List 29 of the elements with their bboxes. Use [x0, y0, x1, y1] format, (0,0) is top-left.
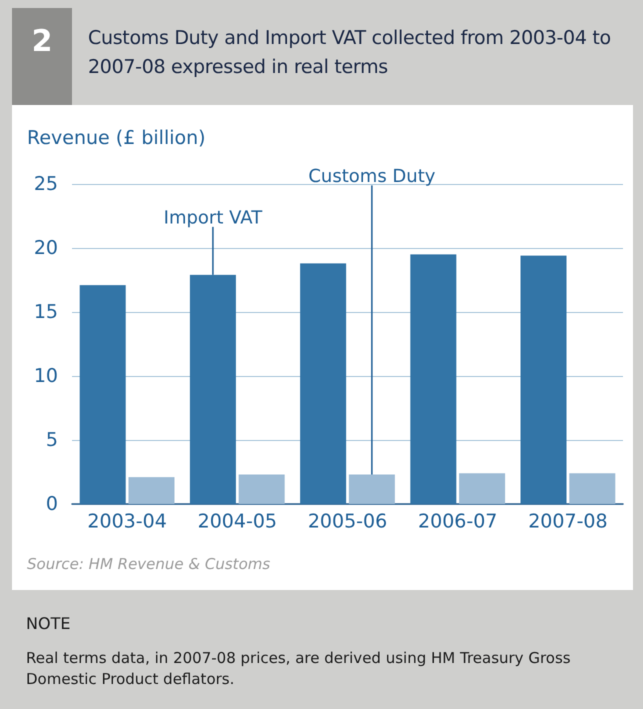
bar: [80, 285, 126, 504]
source-note: Source: HM Revenue & Customs: [27, 555, 270, 573]
text: Import VAT: [164, 207, 264, 228]
bar: [410, 254, 456, 504]
y-tick-label: 15: [34, 301, 58, 323]
bar: [459, 473, 506, 504]
x-tick-label: 2007-08: [528, 510, 608, 532]
y-tick-label: 5: [46, 429, 58, 451]
y-tick-label: 25: [34, 173, 58, 195]
y-tick-label: 20: [34, 237, 58, 259]
bar: [520, 256, 567, 504]
chart-title: Customs Duty and Import VAT collected from 2003-04 to 2007-08 expressed in real terms: [88, 26, 612, 80]
y-tick-label: 10: [34, 365, 58, 387]
x-tick-label: 2005-06: [308, 510, 388, 532]
x-tick-label: 2006-07: [418, 510, 498, 532]
text: 2: [12, 8, 72, 105]
y-axis-title: Revenue (£ billion): [27, 127, 206, 149]
text: NOTE: [26, 614, 70, 633]
y-tick-label: 0: [46, 493, 58, 515]
bar: [190, 274, 236, 504]
bar: [238, 474, 285, 504]
bar: [300, 263, 346, 504]
x-tick-label: 2004-05: [198, 510, 277, 532]
x-tick-label: 2003-04: [87, 510, 167, 532]
bar: [569, 473, 616, 504]
bar: [128, 477, 174, 504]
bar: [348, 474, 395, 504]
text: Real terms data, in 2007-08 prices, are derived using HM Treasury Gross Domestic Product deflators.: [26, 648, 572, 690]
text: Customs Duty: [308, 166, 436, 187]
